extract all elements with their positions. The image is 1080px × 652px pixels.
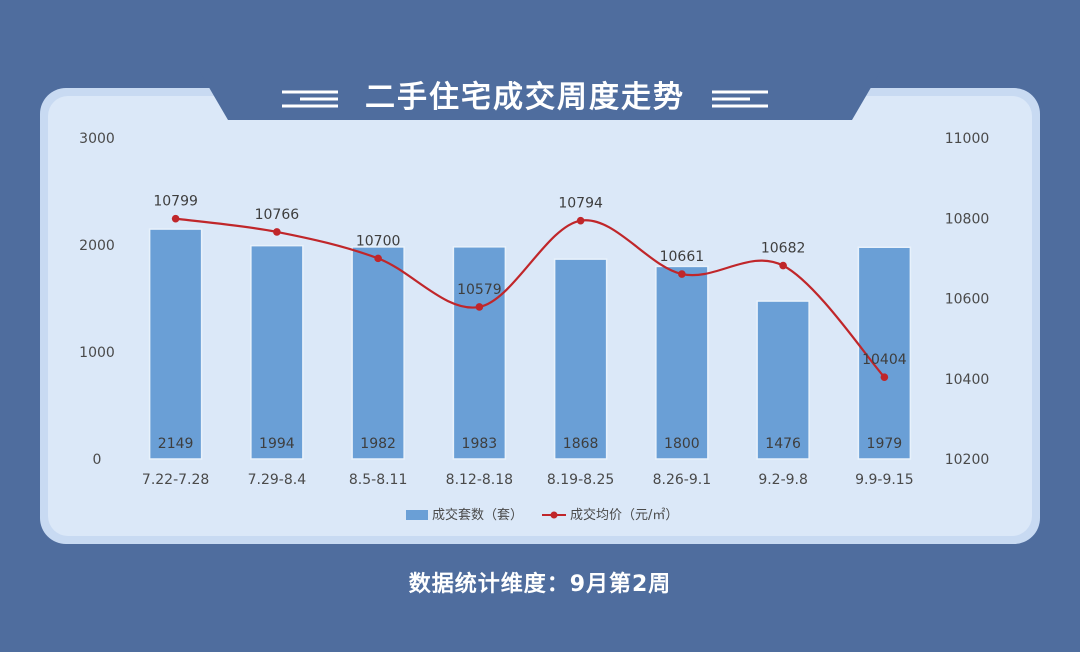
bar-value-label: 1983 (462, 436, 498, 452)
bar (250, 244, 304, 460)
line-point (273, 228, 281, 236)
line-point (779, 261, 787, 270)
bar (655, 265, 709, 460)
right-tick-label: 10600 (945, 292, 990, 308)
line-value-label: 10700 (356, 233, 401, 249)
line-value-label: 10766 (255, 207, 300, 223)
bar (756, 300, 810, 460)
left-tick-label: 3000 (79, 131, 115, 147)
bar-value-label: 1800 (664, 436, 700, 452)
bar (452, 246, 507, 460)
left-axis: 0 1000 2000 3000 (79, 131, 115, 468)
bar (553, 258, 608, 460)
x-axis-labels: 7.22-7.28 7.29-8.4 8.5-8.11 8.12-8.18 8.19-8… (142, 472, 914, 488)
line-value-label: 10579 (457, 282, 502, 298)
line-series (171, 214, 889, 381)
bar-value-label: 1994 (259, 436, 295, 452)
x-tick-label: 7.29-8.4 (248, 472, 307, 488)
bar (857, 246, 912, 460)
bar-value-label: 1476 (765, 436, 801, 452)
title-decoration-left (282, 90, 338, 108)
bar-series (148, 228, 912, 460)
x-tick-label: 8.12-8.18 (446, 472, 513, 488)
footnote: 数据统计维度：9月第2周 (408, 572, 672, 597)
line-point (576, 216, 585, 225)
bar-value-label: 1982 (360, 436, 396, 452)
bar (148, 228, 203, 460)
legend: 成交套数（套） 成交均价（元/㎡） (406, 507, 678, 523)
title-decoration-right (712, 90, 768, 108)
bar (351, 246, 405, 460)
line-value-label: 10404 (862, 352, 907, 368)
right-axis: 10200 10400 10600 10800 11000 (945, 131, 990, 468)
line-point (880, 373, 889, 381)
title-tab (200, 72, 880, 120)
line-value-label: 10799 (153, 194, 198, 210)
legend-bar-swatch (406, 510, 428, 520)
x-tick-label: 9.2-9.8 (758, 472, 808, 488)
line-value-labels: 10799 10766 10700 10579 10794 10661 10682 10404 (153, 194, 906, 368)
right-tick-label: 11000 (945, 131, 990, 147)
line-value-label: 10794 (558, 196, 603, 212)
right-tick-label: 10400 (945, 372, 990, 388)
legend-line-label: 成交均价（元/㎡） (570, 507, 678, 523)
line-point (171, 214, 180, 223)
x-tick-label: 9.9-9.15 (855, 472, 914, 488)
x-tick-label: 8.26-9.1 (653, 472, 712, 488)
bar-value-label: 1868 (563, 436, 599, 452)
x-tick-label: 8.5-8.11 (349, 472, 408, 488)
right-tick-label: 10200 (945, 452, 990, 468)
left-tick-label: 2000 (79, 238, 115, 254)
left-tick-label: 0 (93, 452, 102, 468)
chart-title: 二手住宅成交周度走势 (365, 80, 685, 115)
x-tick-label: 8.19-8.25 (547, 472, 614, 488)
x-tick-label: 7.22-7.28 (142, 472, 209, 488)
line-value-label: 10682 (761, 241, 806, 257)
bar-value-labels: 2149 1994 1982 1983 1868 1800 1476 1979 (158, 436, 902, 452)
line-value-label: 10661 (660, 249, 705, 265)
bar-value-label: 2149 (158, 436, 194, 452)
line-point (678, 270, 686, 278)
bar-value-label: 1979 (867, 436, 903, 452)
line-point (374, 254, 382, 263)
left-tick-label: 1000 (79, 345, 115, 361)
line-point (475, 303, 484, 311)
right-tick-label: 10800 (945, 211, 990, 227)
legend-line-marker (550, 511, 558, 519)
legend-bar-label: 成交套数（套） (432, 507, 523, 523)
